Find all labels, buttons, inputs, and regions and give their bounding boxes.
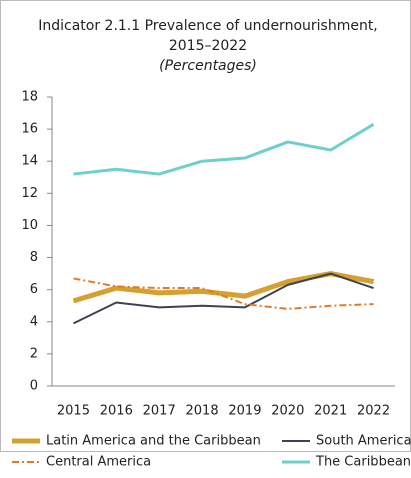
x-tick-label: 2018: [186, 404, 219, 419]
chart-title: Indicator 2.1.1 Prevalence of undernouri…: [38, 18, 378, 34]
y-tick-label: 4: [30, 314, 38, 329]
series-line: [73, 277, 374, 310]
y-tick-label: 16: [21, 122, 38, 137]
legend-label: The Caribbean: [315, 455, 411, 470]
x-tick-label: 2017: [143, 404, 176, 419]
y-tick-label: 2: [30, 346, 38, 361]
y-tick-label: 8: [30, 250, 38, 265]
x-tick-label: 2016: [100, 404, 133, 419]
x-tick-label: 2020: [271, 404, 304, 419]
series-line: [72, 272, 374, 325]
legend-label: Latin America and the Caribbean: [46, 434, 261, 449]
x-tick-label: 2015: [57, 404, 90, 419]
legend-label: South America: [316, 434, 411, 449]
x-tick-label: 2019: [228, 404, 261, 419]
x-tick-label: 2021: [314, 404, 347, 419]
x-tick-label: 2022: [357, 404, 390, 419]
chart-title: 2015–2022: [169, 38, 247, 54]
legend-label: Central America: [46, 455, 151, 470]
y-tick-label: 18: [21, 90, 38, 105]
y-tick-label: 10: [21, 218, 38, 233]
y-tick-label: 14: [21, 154, 38, 169]
chart-subtitle: (Percentages): [159, 58, 257, 74]
series-line: [73, 123, 375, 176]
y-tick-label: 6: [30, 282, 38, 297]
y-tick-label: 12: [21, 186, 38, 201]
y-tick-label: 0: [30, 379, 38, 394]
